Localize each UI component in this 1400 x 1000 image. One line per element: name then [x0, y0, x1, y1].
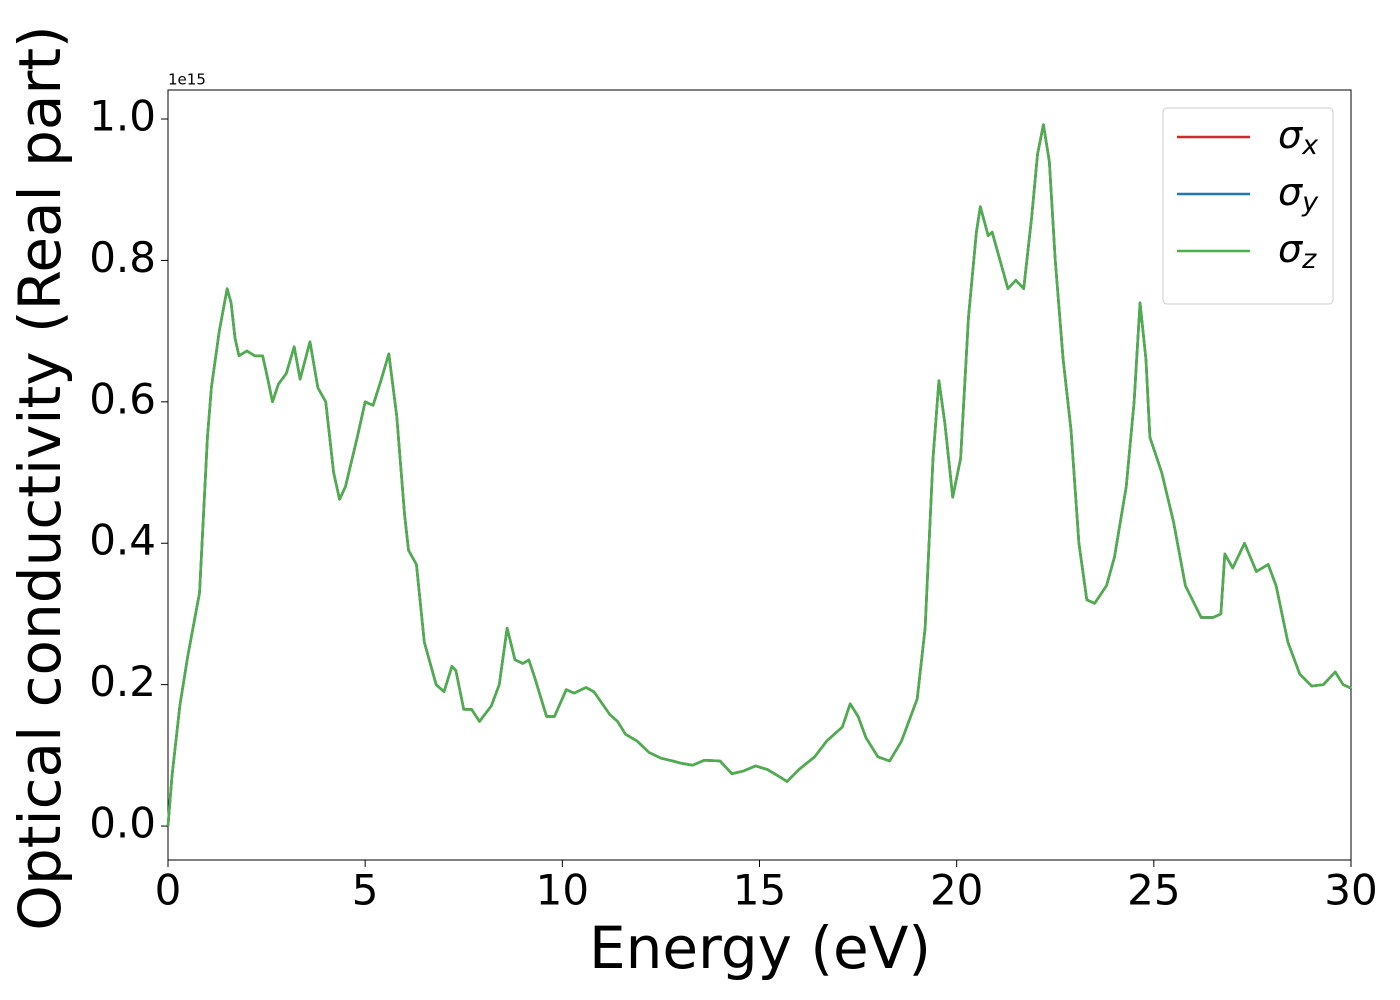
legend-label: σx	[1278, 113, 1319, 161]
x-tick-label: 5	[352, 866, 379, 915]
y-tick-label: 0.8	[89, 233, 156, 282]
y-tick-label: 1.0	[89, 91, 156, 140]
y-tick-label: 0.2	[89, 657, 156, 706]
y-tick-label: 0.0	[89, 799, 156, 848]
offset-label: 1e15	[168, 71, 206, 89]
x-tick-label: 25	[1127, 866, 1180, 915]
y-axis-label: Optical conductivity (Real part)	[6, 25, 74, 930]
x-axis-label: Energy (eV)	[589, 914, 931, 982]
y-tick-label: 0.4	[89, 516, 156, 565]
x-tick-label: 20	[930, 866, 983, 915]
legend-label: σy	[1278, 170, 1319, 218]
x-tick-label: 0	[155, 866, 182, 915]
legend-label: σz	[1278, 227, 1317, 275]
series-line	[166, 123, 1352, 827]
y-tick-label: 0.6	[89, 374, 156, 423]
legend: σx σy σz	[1162, 107, 1334, 305]
legend-box	[1162, 107, 1334, 305]
x-tick-label: 30	[1324, 866, 1377, 915]
x-tick-label: 15	[733, 866, 786, 915]
x-tick-label: 10	[536, 866, 589, 915]
